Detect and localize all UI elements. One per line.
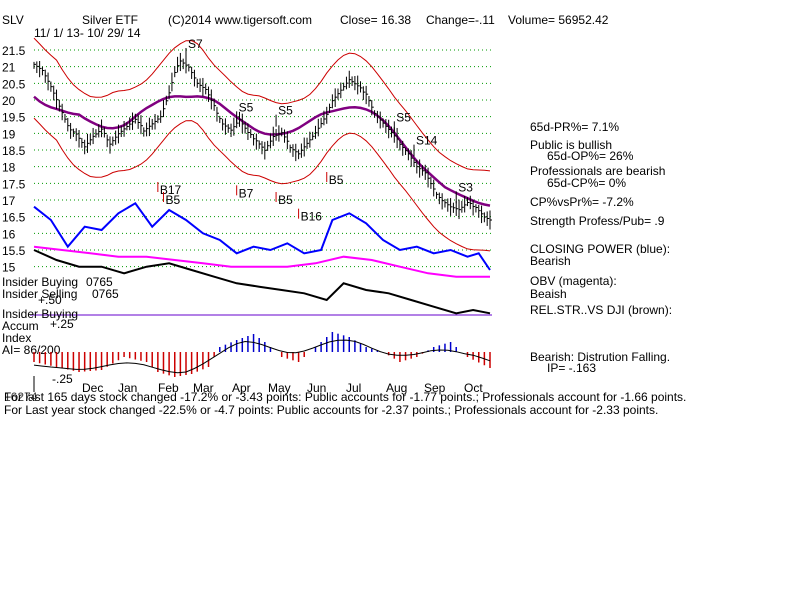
index-label: Index — [2, 331, 31, 345]
y-tick-8: 17.5 — [2, 177, 26, 191]
pr-stat: 65d-PR%= 7.1% — [530, 120, 620, 134]
copyright: (C)2014 www.tigersoft.com — [168, 13, 312, 27]
y-tick-1: 21 — [2, 61, 16, 75]
ticker-label: SLV — [2, 13, 24, 27]
lower-band — [33, 117, 491, 252]
month-label-6: Jun — [307, 381, 326, 395]
month-label-0: Dec — [82, 381, 103, 395]
price-bars — [33, 52, 492, 230]
closing-power-state: Bearish — [530, 254, 571, 268]
rel-strength-line — [33, 249, 491, 315]
accum-insider-label: Insider Buying — [2, 307, 78, 321]
signal-label-6: B17 — [160, 183, 182, 197]
signal-label-0: S7 — [188, 37, 203, 51]
y-tick-6: 18.5 — [2, 144, 26, 158]
insider-buying-value: 0765 — [86, 275, 113, 289]
y-tick-12: 15.5 — [2, 244, 26, 258]
y-tick-5: 19 — [2, 127, 16, 141]
obv-title: OBV (magenta): — [530, 274, 617, 288]
obv-line — [33, 245, 490, 278]
rel-str-title: REL.STR..VS DJI (brown): — [530, 303, 673, 317]
insider-selling-value: 0765 — [92, 287, 119, 301]
insider-buying-label: Insider Buying — [2, 275, 78, 289]
y-tick-7: 18 — [2, 161, 16, 175]
accum-level-down: -.25 — [52, 372, 73, 386]
signal-label-8: B7 — [239, 186, 254, 200]
closing-power-line — [33, 201, 491, 271]
month-label-4: Apr — [232, 381, 251, 395]
signal-label-7: B5 — [165, 193, 180, 207]
footer-line-1: 16274 For last 165 days stock changed -17… — [4, 391, 686, 404]
y-tick-13: 15 — [2, 261, 16, 275]
month-label-8: Aug — [386, 381, 407, 395]
insider-level: +.50 — [38, 293, 62, 307]
public-stat: Public is bullish — [530, 138, 613, 152]
month-label-1: Jan — [118, 381, 137, 395]
footer-line-1-text: For last 165 days stock changed -17.2% o… — [4, 390, 687, 404]
cpvspr-stat: CP%vsPr%= -7.2% — [530, 195, 634, 209]
price-axis-ticks: 21.5 21 20.5 20 19.5 19 18.5 18 17.5 17 16.5 16 15.5… — [2, 44, 26, 275]
signal-label-4: S14 — [416, 134, 438, 148]
strength-stat: Strength Profess/Pub= .9 — [530, 214, 665, 228]
upper-band — [33, 37, 491, 172]
volume-value: Volume= 56952.42 — [508, 13, 609, 27]
cp-stat: 65d-CP%= 0% — [547, 176, 627, 190]
signal-label-3: S5 — [396, 110, 411, 124]
accum-label: Accum — [2, 319, 39, 333]
signal-label-2: S5 — [278, 104, 293, 118]
accum-moving-average — [33, 339, 491, 374]
month-labels: Dec Jan Feb Mar Apr May Jun Jul Aug Sep Oct — [82, 381, 483, 395]
accum-histogram — [33, 332, 491, 377]
moving-average — [33, 95, 491, 207]
y-tick-2: 20.5 — [2, 77, 26, 91]
ai-label: AI= 86/200 — [2, 343, 61, 357]
rel-str-path — [33, 249, 491, 315]
close-value: Close= 16.38 — [340, 13, 411, 27]
date-range: 11/ 1/ 13- 10/ 29/ 14 — [34, 26, 141, 40]
accum-level-up: +.25 — [50, 317, 74, 331]
professionals-stat: Professionals are bearish — [530, 164, 666, 178]
op-stat: 65d-OP%= 26% — [547, 149, 634, 163]
month-label-9: Sep — [424, 381, 446, 395]
y-tick-0: 21.5 — [2, 44, 26, 58]
change-value: Change=-.11 — [426, 13, 495, 27]
month-label-10: Oct — [464, 381, 483, 395]
y-tick-10: 16.5 — [2, 211, 26, 225]
signal-label-11: B5 — [329, 173, 344, 187]
obv-path — [33, 245, 490, 278]
month-label-5: May — [268, 381, 291, 395]
ip-stat: IP= -.163 — [547, 361, 597, 375]
signal-label-1: S5 — [239, 100, 254, 114]
etf-name: Silver ETF — [82, 13, 138, 27]
month-label-7: Jul — [346, 381, 361, 395]
distribution-stat: Bearish: Distrution Falling. — [530, 350, 671, 364]
y-tick-9: 17 — [2, 194, 16, 208]
y-tick-11: 16 — [2, 227, 16, 241]
signal-label-5: S3 — [458, 180, 473, 194]
footer-prefix: 16274 — [4, 390, 38, 404]
y-tick-4: 19.5 — [2, 111, 26, 125]
signal-label-9: B5 — [278, 193, 293, 207]
closing-power-title: CLOSING POWER (blue): — [530, 242, 671, 256]
obv-state: Beaish — [530, 287, 567, 301]
insider-selling-label: Insider Selling — [2, 287, 77, 301]
month-label-3: Mar — [193, 381, 214, 395]
closing-power-path — [33, 201, 491, 271]
month-label-2: Feb — [158, 381, 179, 395]
y-tick-3: 20 — [2, 94, 16, 108]
signal-label-10: B16 — [301, 210, 323, 224]
footer-line-2: For Last year stock changed -22.5% or -4… — [4, 403, 659, 417]
price-bands — [33, 37, 491, 252]
price-grid — [34, 49, 492, 268]
